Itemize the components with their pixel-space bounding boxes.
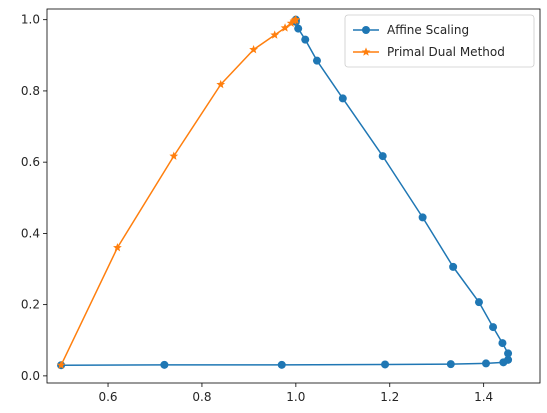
y-tick-label: 0.0: [21, 369, 40, 383]
legend-box: [344, 14, 535, 68]
series-primal-dual-method: [56, 15, 301, 369]
circle-marker: [446, 360, 455, 369]
star-marker: [169, 151, 179, 160]
y-tick-label: 0.8: [21, 84, 40, 98]
legend-marker: [362, 26, 370, 34]
circle-marker: [381, 360, 390, 369]
star-marker: [249, 45, 258, 54]
circle-marker: [160, 360, 169, 369]
star-marker: [286, 18, 296, 27]
star-marker: [56, 360, 66, 369]
circle-marker: [449, 262, 458, 271]
y-tick-label: 1.0: [21, 13, 40, 27]
y-tick-label: 0.4: [21, 226, 40, 240]
circle-marker: [418, 213, 427, 222]
x-tick-label: 0.6: [98, 390, 117, 404]
legend-label: Affine Scaling: [387, 23, 469, 37]
y-tick-label: 0.6: [21, 155, 40, 169]
x-tick-label: 1.4: [474, 390, 493, 404]
x-tick-label: 1.2: [380, 390, 399, 404]
circle-marker: [378, 152, 387, 161]
circle-marker: [312, 56, 321, 65]
x-tick-label: 1.0: [286, 390, 305, 404]
circle-marker: [294, 24, 303, 33]
star-marker: [280, 23, 290, 32]
legend-label: Primal Dual Method: [387, 45, 505, 59]
circle-marker: [482, 359, 491, 368]
circle-marker: [504, 349, 513, 358]
legend-marker: [361, 47, 371, 56]
star-marker: [291, 15, 301, 24]
y-axis: 0.0 0.2 0.4 0.6 0.8 1.0: [21, 13, 47, 383]
circle-marker: [489, 323, 498, 332]
circle-marker: [474, 298, 483, 307]
circle-marker: [504, 355, 513, 364]
plot-area: [46, 8, 541, 384]
circle-marker: [338, 94, 347, 103]
star-marker: [216, 79, 226, 89]
star-marker: [270, 30, 280, 39]
series-layer: [56, 15, 513, 370]
legend-item: Primal Dual Method: [353, 45, 505, 59]
legend: Affine Scaling Primal Dual Method: [344, 14, 535, 68]
x-axis: 0.6 0.8 1.0 1.2 1.4: [98, 383, 493, 404]
series-line: [61, 19, 509, 366]
legend-item: Affine Scaling: [353, 23, 469, 37]
circle-marker: [498, 339, 507, 348]
circle-marker: [301, 35, 310, 44]
star-marker: [113, 243, 122, 252]
x-tick-label: 0.8: [192, 390, 211, 404]
y-tick-label: 0.2: [21, 298, 40, 312]
circle-marker: [277, 360, 286, 369]
